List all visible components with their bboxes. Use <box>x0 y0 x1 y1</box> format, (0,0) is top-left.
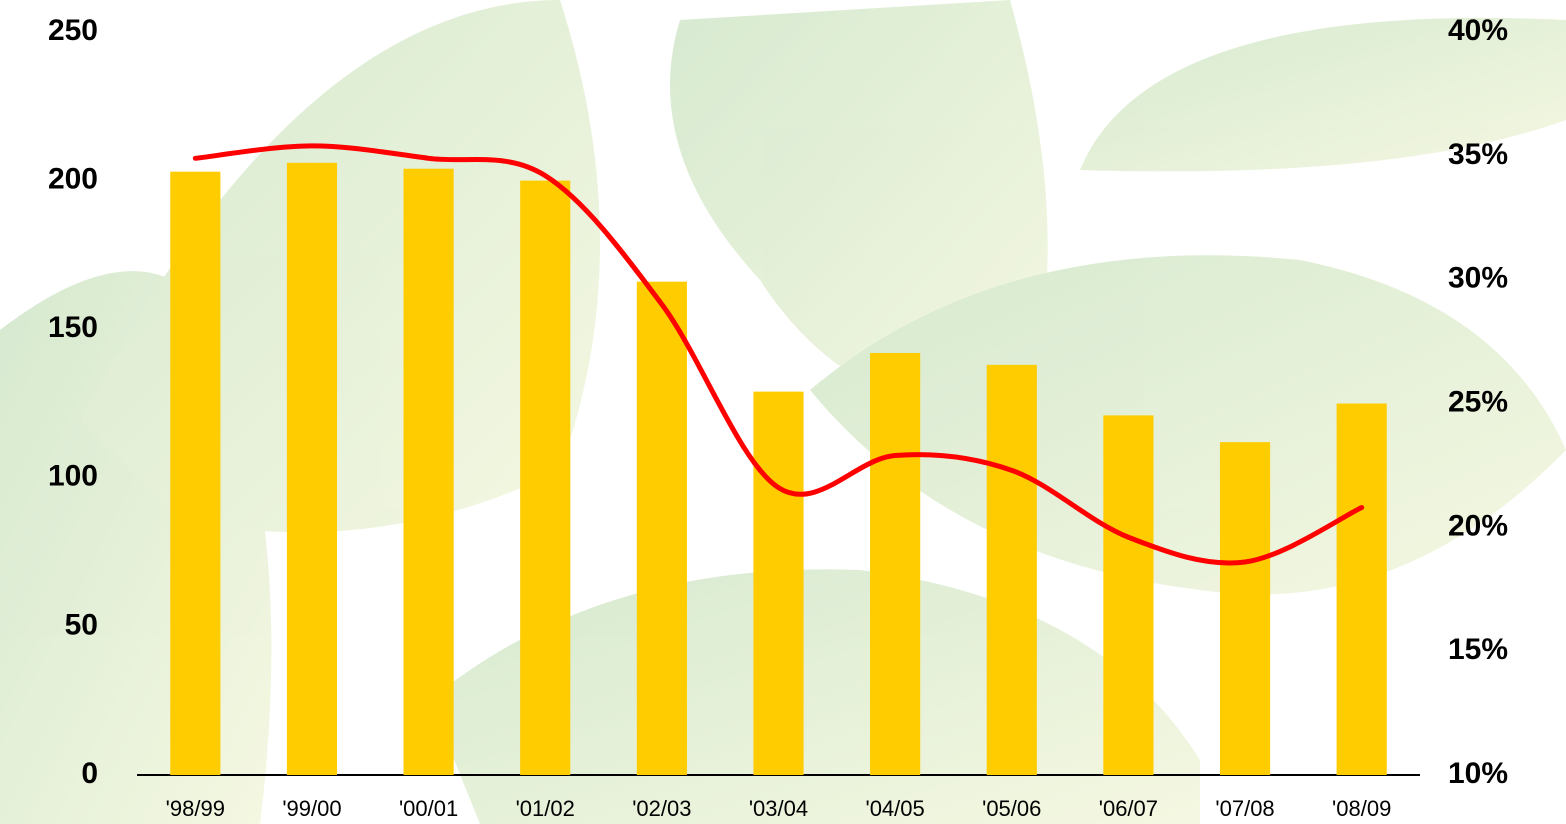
x-tick-label: '00/01 <box>399 796 458 821</box>
y2-tick-label: 25% <box>1448 385 1508 418</box>
x-tick-label: '99/00 <box>282 796 341 821</box>
bar <box>987 365 1037 775</box>
y2-tick-label: 20% <box>1448 509 1508 542</box>
x-tick-label: '01/02 <box>516 796 575 821</box>
y-tick-label: 150 <box>48 311 98 344</box>
bar <box>870 353 920 775</box>
chart: 0 50 100 150 200 250 10% 15% 20% 25% 30% 35% 40% '98/… <box>0 0 1566 824</box>
x-tick-label: '06/07 <box>1099 796 1158 821</box>
x-tick-label: '07/08 <box>1215 796 1274 821</box>
bar <box>520 181 570 775</box>
y-tick-label: 200 <box>48 163 98 196</box>
y2-tick-label: 10% <box>1448 757 1508 790</box>
y-tick-label: 250 <box>48 14 98 47</box>
bar <box>1220 442 1270 775</box>
y2-tick-label: 15% <box>1448 633 1508 666</box>
x-tick-label: '05/06 <box>982 796 1041 821</box>
y2-tick-label: 40% <box>1448 14 1508 47</box>
bar <box>170 172 220 775</box>
bar <box>1337 404 1387 776</box>
bar <box>287 163 337 775</box>
y-tick-label: 0 <box>81 757 98 790</box>
x-tick-label: '08/09 <box>1332 796 1391 821</box>
x-tick-label: '02/03 <box>632 796 691 821</box>
y-tick-label: 100 <box>48 460 98 493</box>
y-tick-label: 50 <box>65 608 98 641</box>
y2-tick-label: 35% <box>1448 138 1508 171</box>
x-tick-label: '04/05 <box>866 796 925 821</box>
bar <box>753 392 803 775</box>
y2-tick-label: 30% <box>1448 262 1508 295</box>
page: 0 50 100 150 200 250 10% 15% 20% 25% 30% 35% 40% '98/… <box>0 0 1566 824</box>
x-tick-label: '98/99 <box>166 796 225 821</box>
bar <box>404 169 454 775</box>
x-tick-label: '03/04 <box>749 796 808 821</box>
bar <box>1103 415 1153 775</box>
bar <box>637 282 687 775</box>
